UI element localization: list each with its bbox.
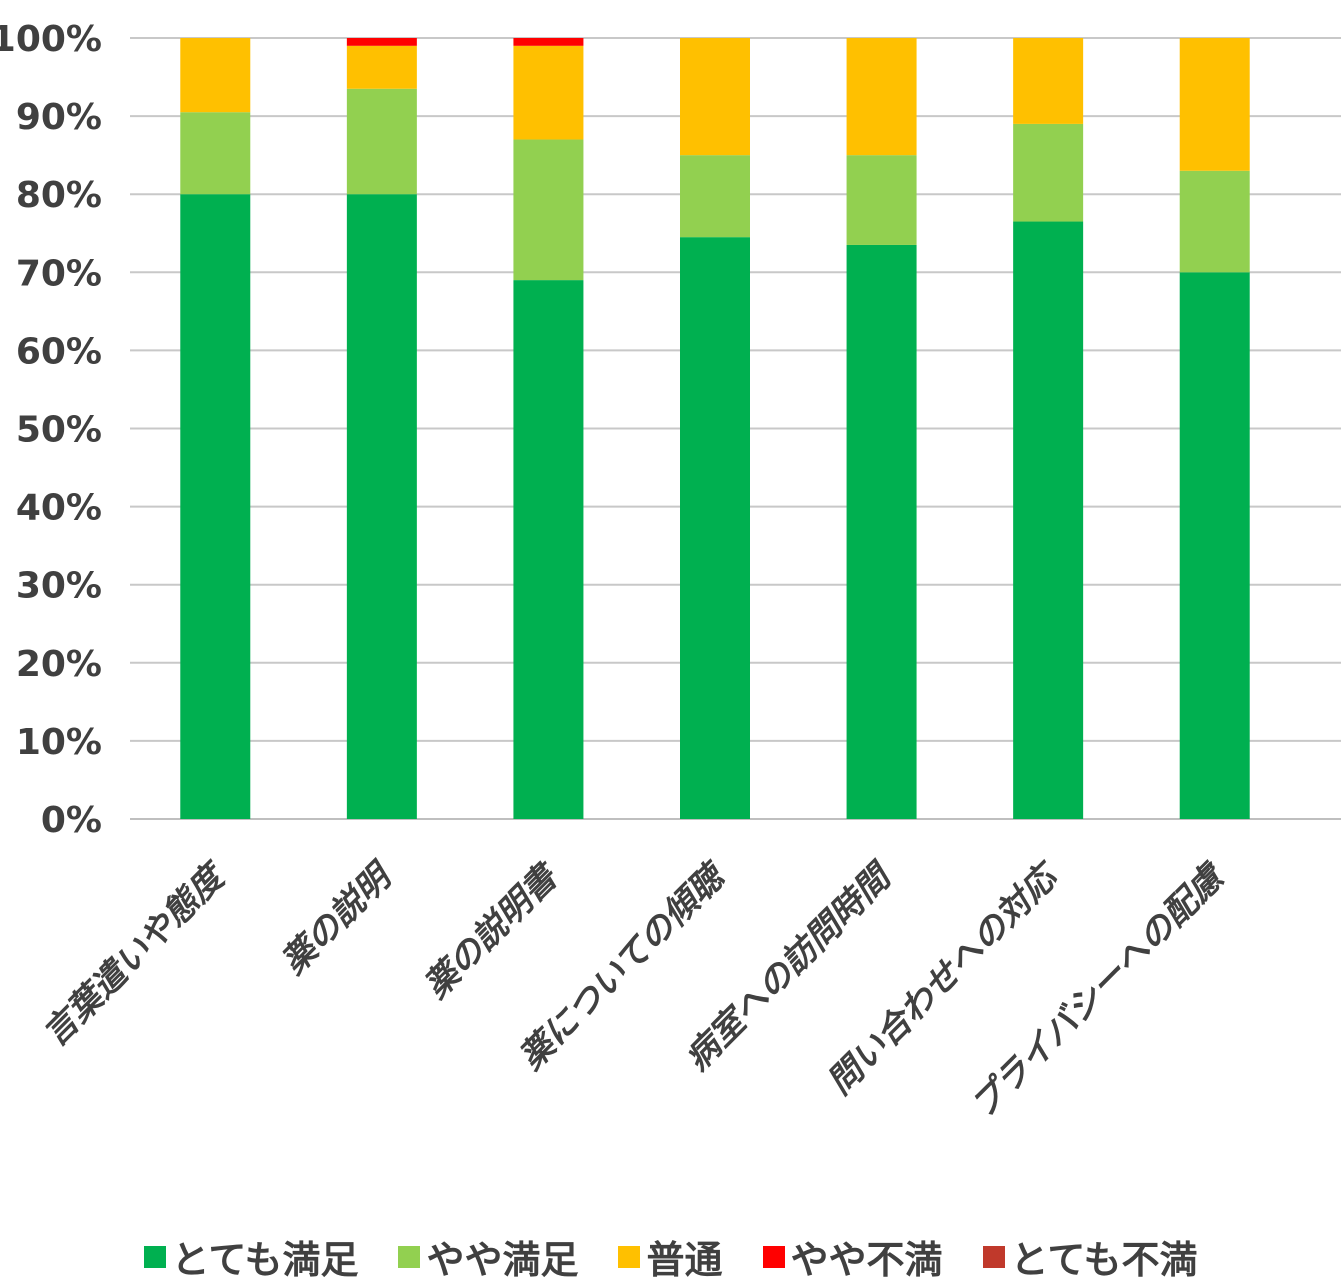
legend-label: 普通 [646,1238,723,1282]
category-label: 言葉遣いや態度 [35,854,236,1055]
bar-segment [1013,38,1084,124]
bar-segment [180,112,251,195]
y-tick-label: 40% [16,488,102,529]
bar-segment [346,194,417,819]
legend-swatch [398,1245,421,1268]
bars [180,38,1250,820]
y-tick-label: 80% [16,175,102,216]
bar-segment [1179,38,1250,171]
legend-item: 普通 [618,1229,723,1284]
legend-swatch [143,1245,166,1268]
legend: とても満足 やや満足 普通 やや不満 とても不満 [0,1225,1341,1288]
legend-label: やや満足 [426,1238,579,1282]
y-tick-label: 100% [0,19,102,60]
bar-segment [680,38,750,156]
y-tick-label: 30% [16,566,102,607]
legend-label: とても満足 [171,1238,359,1282]
bar-segment [346,38,417,46]
legend-item: とても不満 [982,1229,1198,1284]
bar-segment [180,194,251,819]
y-tick-label: 0% [41,800,102,841]
legend-label: とても不満 [1010,1238,1198,1282]
y-tick-label: 70% [16,253,102,294]
bar-segment [846,38,917,156]
y-tick-label: 10% [16,722,102,763]
bar-segment [180,38,251,113]
legend-swatch [618,1245,641,1268]
category-label: 薬の説明書 [416,855,568,1007]
y-tick-label: 90% [16,97,102,138]
legend-item: やや不満 [762,1229,943,1284]
stacked-bar-chart: 0% 10% 20% 30% 40% 50% 60% 70% 80% 90% 100% 言葉遣いや態… [0,19,1341,1126]
legend-item: やや満足 [398,1229,578,1284]
bar-segment [1013,221,1084,819]
bar-segment [1013,123,1084,222]
category-label: 薬の説明 [274,854,403,983]
bar-segment [513,45,584,140]
y-tick-label: 20% [16,644,102,685]
bar-segment [846,155,917,245]
bar-segment [513,280,584,819]
bar-segment [513,139,584,281]
y-tick-label: 60% [16,331,102,372]
legend-item: とても満足 [143,1229,359,1284]
bar-segment [680,237,750,819]
category-labels: 言葉遣いや態度 薬の説明 薬の説明書薬についての傾聴病室への訪問時間問い合わせへの対… [35,854,1235,1126]
y-tick-label: 50% [16,410,102,451]
bar-segment [513,38,584,46]
bar-segment [846,244,917,820]
legend-label: やや不満 [790,1238,943,1282]
bar-segment [1179,272,1250,819]
legend-swatch [762,1245,785,1268]
bar-segment [1179,170,1250,273]
bar-segment [346,45,417,89]
bar-segment [346,88,417,195]
y-axis-tick-labels: 0% 10% 20% 30% 40% 50% 60% 70% 80% 90% 100% [0,19,102,841]
legend-swatch [982,1245,1005,1268]
bar-segment [680,155,750,238]
